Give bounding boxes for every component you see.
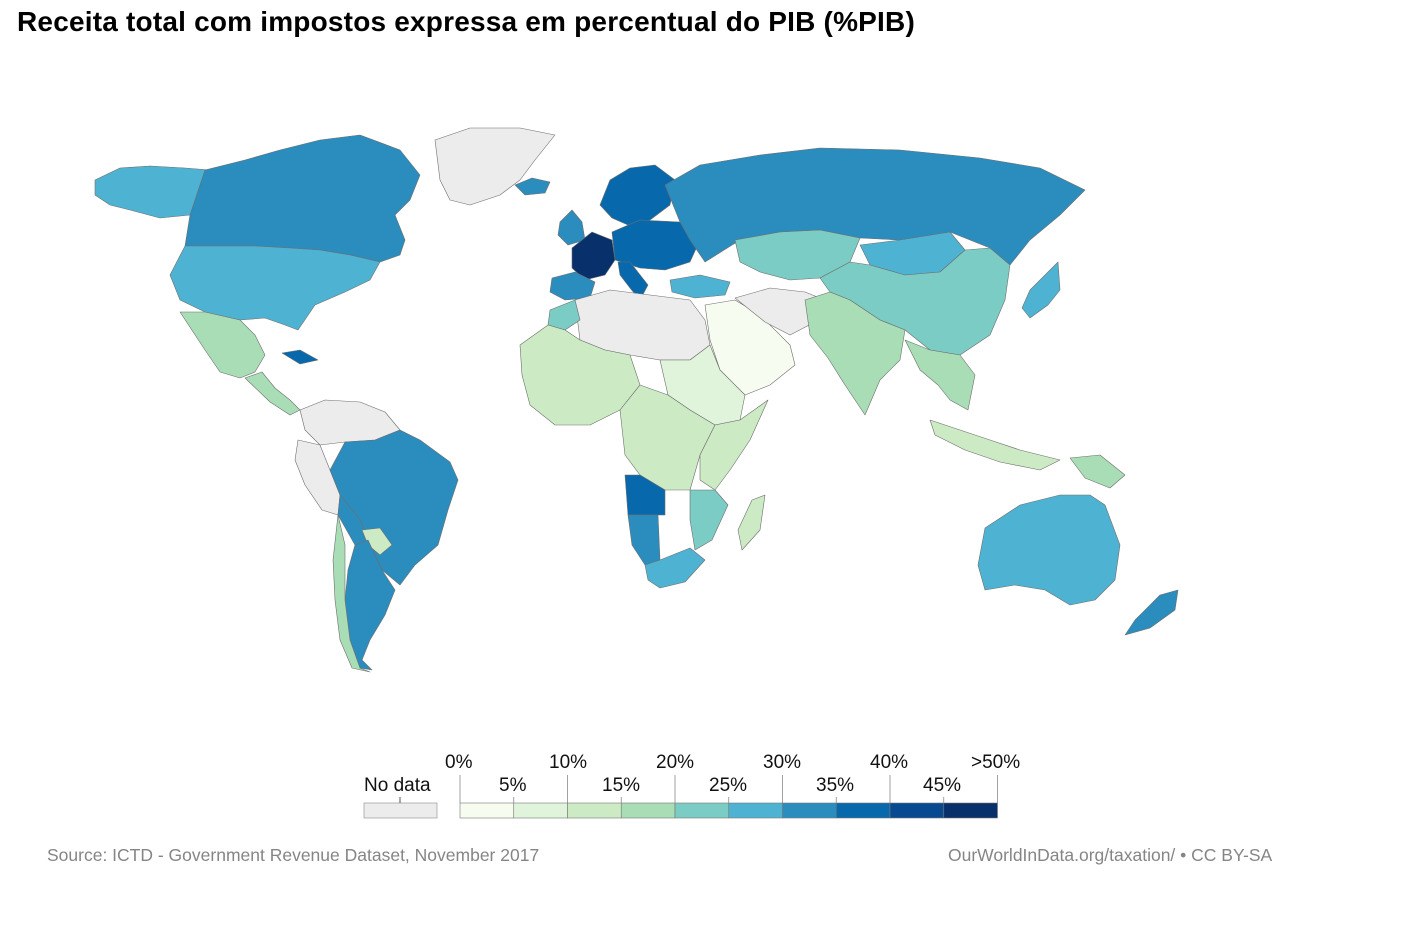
region-morocco[interactable] <box>547 299 581 331</box>
legend-bin-7 <box>835 802 891 819</box>
source-note: Source: ICTD - Government Revenue Datase… <box>47 845 540 865</box>
legend-bin-2 <box>567 802 622 819</box>
chart-title: Receita total com impostos expressa em p… <box>17 6 915 37</box>
region-south-africa[interactable] <box>644 547 706 589</box>
region-namibia[interactable] <box>627 514 661 566</box>
no-data-swatch <box>363 802 438 819</box>
region-madagascar[interactable] <box>737 494 766 551</box>
legend-bin-6 <box>782 802 837 819</box>
legend <box>363 775 998 819</box>
legend-bin-0 <box>459 802 515 819</box>
legend-bin-8 <box>889 802 945 819</box>
region-australia[interactable] <box>977 494 1121 606</box>
region-central-america[interactable] <box>244 371 301 416</box>
region-indonesia[interactable] <box>929 419 1061 471</box>
region-iceland[interactable] <box>514 177 551 196</box>
region-mexico[interactable] <box>179 311 266 379</box>
legend-bin-5 <box>728 802 783 819</box>
legend-bin-9 <box>943 802 998 819</box>
legend-bin-4 <box>674 802 730 819</box>
region-mozambique[interactable] <box>689 489 729 551</box>
region-greenland[interactable] <box>434 127 556 206</box>
legend-bin-1 <box>513 802 568 819</box>
region-east-africa[interactable] <box>699 399 769 491</box>
region-united-states[interactable] <box>169 245 381 331</box>
region-united-kingdom[interactable] <box>557 209 586 246</box>
region-france[interactable] <box>571 231 616 281</box>
region-chile[interactable] <box>332 514 371 673</box>
legend-bin-3 <box>620 802 676 819</box>
region-papua-new-guinea[interactable] <box>1069 454 1126 489</box>
region-japan[interactable] <box>1021 261 1061 319</box>
region-turkey[interactable] <box>669 274 731 299</box>
credit-link[interactable]: OurWorldInData.org/taxation/ • CC BY-SA <box>948 845 1273 865</box>
region-scandinavia[interactable] <box>599 164 676 226</box>
region-canada[interactable] <box>184 134 421 263</box>
region-angola[interactable] <box>624 474 666 516</box>
region-new-zealand[interactable] <box>1124 589 1179 636</box>
region-southeast-asia[interactable] <box>904 339 976 411</box>
region-india[interactable] <box>804 291 906 416</box>
region-cuba[interactable] <box>281 349 319 365</box>
